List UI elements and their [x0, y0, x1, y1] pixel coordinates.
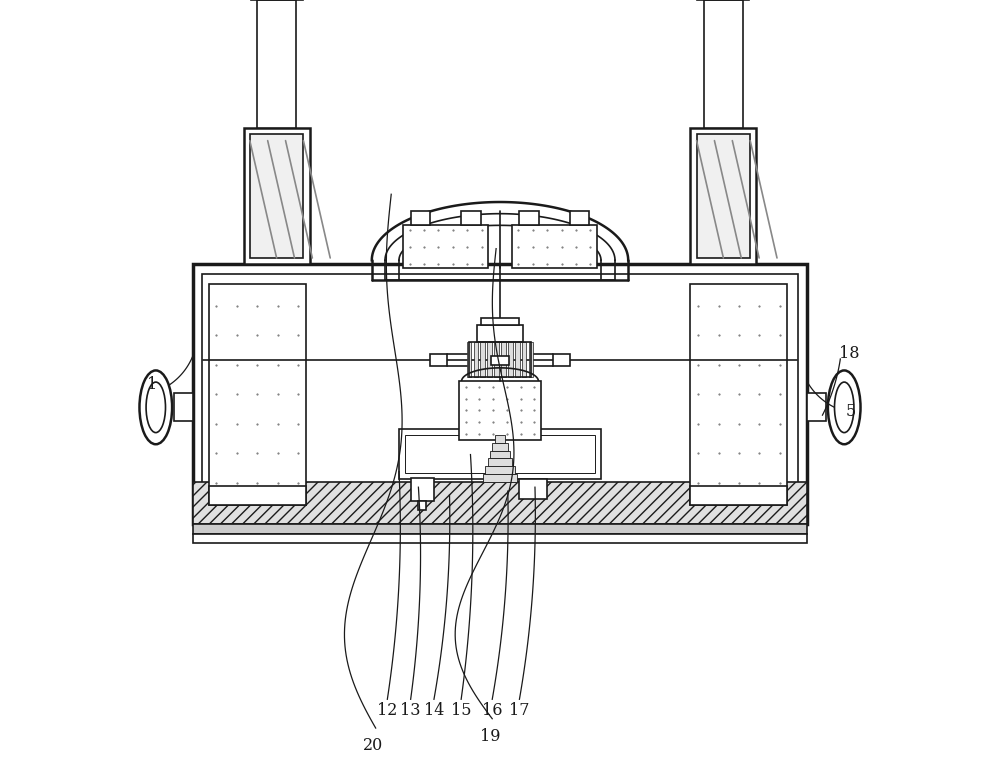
- Bar: [480, 343, 485, 378]
- Bar: [494, 343, 499, 378]
- Text: 17: 17: [509, 702, 530, 720]
- Text: 1: 1: [147, 376, 157, 393]
- Bar: [193, 534, 807, 543]
- Bar: [193, 264, 807, 524]
- Bar: [512, 225, 597, 268]
- Text: 15: 15: [451, 702, 471, 720]
- Text: 5: 5: [846, 403, 856, 420]
- Bar: [807, 393, 826, 421]
- Bar: [411, 211, 430, 225]
- Bar: [250, 134, 303, 258]
- Bar: [570, 211, 589, 225]
- Bar: [481, 318, 519, 326]
- Bar: [522, 343, 526, 378]
- Bar: [467, 343, 471, 378]
- Bar: [515, 343, 520, 378]
- Bar: [209, 284, 306, 505]
- Bar: [461, 211, 481, 225]
- Text: 14: 14: [424, 702, 444, 720]
- Bar: [485, 466, 515, 474]
- Bar: [257, 0, 296, 128]
- Bar: [193, 524, 807, 534]
- Bar: [704, 0, 743, 128]
- Bar: [495, 435, 505, 443]
- Ellipse shape: [834, 382, 854, 433]
- Bar: [193, 482, 807, 524]
- Text: 20: 20: [363, 737, 383, 754]
- Bar: [553, 354, 570, 366]
- Bar: [488, 458, 512, 466]
- Bar: [403, 225, 488, 268]
- Bar: [202, 274, 798, 515]
- Bar: [490, 451, 510, 458]
- Bar: [430, 354, 447, 366]
- Bar: [474, 343, 478, 378]
- Bar: [469, 343, 531, 378]
- Bar: [174, 393, 193, 421]
- Bar: [519, 479, 547, 499]
- Bar: [244, 128, 310, 264]
- Bar: [459, 382, 541, 440]
- Bar: [483, 474, 517, 482]
- Bar: [399, 429, 601, 479]
- Text: 19: 19: [480, 728, 501, 745]
- Bar: [418, 501, 426, 510]
- Ellipse shape: [828, 371, 861, 444]
- Bar: [477, 326, 523, 343]
- Ellipse shape: [146, 382, 166, 433]
- Bar: [411, 478, 434, 501]
- Text: 16: 16: [482, 702, 502, 720]
- Text: 18: 18: [839, 345, 860, 362]
- Bar: [529, 343, 533, 378]
- Bar: [405, 435, 595, 473]
- Bar: [501, 343, 506, 378]
- Bar: [690, 284, 787, 505]
- Bar: [209, 486, 306, 505]
- Bar: [492, 443, 508, 451]
- Bar: [491, 357, 509, 365]
- Bar: [697, 134, 750, 258]
- Bar: [690, 128, 756, 264]
- Text: 13: 13: [400, 702, 421, 720]
- Bar: [519, 211, 539, 225]
- Bar: [508, 343, 513, 378]
- Bar: [690, 486, 787, 505]
- Ellipse shape: [139, 371, 172, 444]
- Text: 12: 12: [377, 702, 398, 720]
- Bar: [487, 343, 492, 378]
